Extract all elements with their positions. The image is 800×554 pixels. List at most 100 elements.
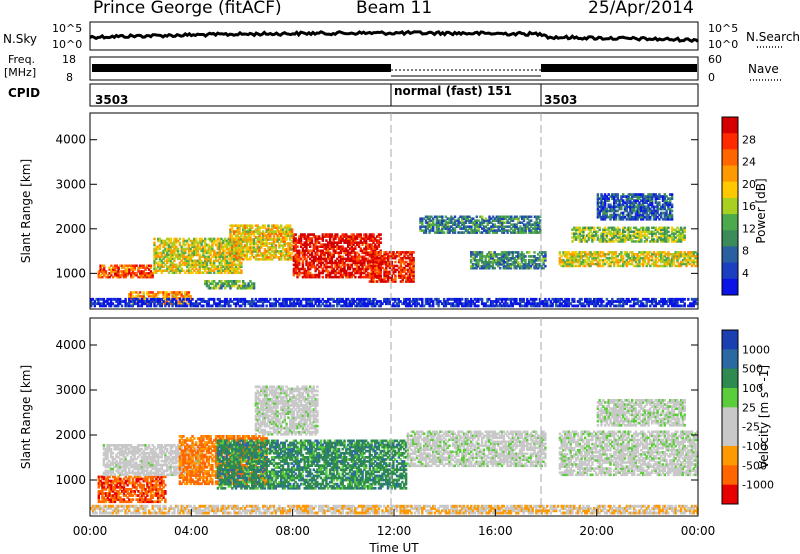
heat-cell xyxy=(587,228,590,231)
heat-cell xyxy=(565,260,569,264)
heat-cell xyxy=(175,296,178,300)
heat-cell xyxy=(370,239,373,242)
heat-cell xyxy=(166,259,169,263)
heat-cell xyxy=(196,241,200,245)
heat-cell xyxy=(520,253,524,256)
heat-cell xyxy=(676,255,679,258)
heat-cell xyxy=(243,250,247,253)
heat-cell xyxy=(216,259,220,263)
heat-cell xyxy=(131,272,135,275)
heat-cell xyxy=(162,261,165,265)
heat-cell xyxy=(576,258,580,262)
heat-cell xyxy=(506,219,509,222)
heat-cell xyxy=(598,213,601,217)
heat-cell xyxy=(439,229,442,232)
heat-cell xyxy=(623,236,627,239)
heat-cell xyxy=(622,199,625,202)
heat-cell xyxy=(164,291,167,294)
heat-cell xyxy=(310,275,314,279)
heat-cell xyxy=(690,251,694,254)
heat-cell xyxy=(158,255,162,259)
heat-cell xyxy=(600,207,603,211)
heat-cell xyxy=(493,253,496,256)
heat-cell xyxy=(399,260,403,264)
heat-cell xyxy=(522,263,525,266)
heat-cell xyxy=(632,236,636,239)
heat-cell xyxy=(654,232,657,235)
heat-cell xyxy=(167,295,171,298)
heat-cell xyxy=(663,240,666,243)
heat-cell xyxy=(477,263,480,266)
heat-cell xyxy=(251,230,254,233)
heat-cell xyxy=(287,256,290,259)
heat-cell xyxy=(502,215,506,219)
heat-cell xyxy=(294,265,297,269)
heat-cell xyxy=(365,243,368,246)
heat-cell xyxy=(327,235,330,238)
heat-cell xyxy=(613,260,616,264)
heat-cell xyxy=(198,267,201,270)
heat-cell xyxy=(632,234,636,237)
heat-cell xyxy=(379,256,382,260)
heat-cell xyxy=(399,272,403,275)
heat-cell xyxy=(285,242,288,245)
heat-cell xyxy=(506,215,509,219)
heat-cell xyxy=(654,264,657,268)
heat-cell xyxy=(274,232,277,235)
heat-cell xyxy=(629,236,632,239)
heat-cell xyxy=(600,251,603,254)
heat-cell xyxy=(616,230,619,233)
heat-cell xyxy=(656,238,659,241)
heat-cell xyxy=(631,258,634,262)
heat-cell xyxy=(189,239,192,243)
heat-cell xyxy=(233,254,236,257)
heat-cell xyxy=(155,261,158,265)
heat-cell xyxy=(236,259,239,263)
heat-cell xyxy=(405,251,408,254)
heat-cell xyxy=(368,276,372,279)
heat-cell xyxy=(298,237,301,240)
heat-cell xyxy=(356,265,359,269)
heat-cell xyxy=(238,224,241,227)
heat-cell xyxy=(142,291,145,294)
heat-cell xyxy=(147,272,151,275)
heat-cell xyxy=(223,265,227,268)
heat-cell xyxy=(122,270,126,273)
heat-cell xyxy=(602,207,605,211)
heat-cell xyxy=(185,239,189,243)
heat-cell xyxy=(607,193,610,196)
heat-cell xyxy=(158,265,162,268)
heat-cell xyxy=(354,257,357,261)
heat-cell xyxy=(370,270,373,274)
heat-cell xyxy=(121,272,124,275)
heat-cell xyxy=(271,238,274,241)
heat-cell xyxy=(345,275,348,279)
freq-label: Freq. xyxy=(8,53,36,66)
heat-cell xyxy=(602,236,605,239)
heat-cell xyxy=(477,264,480,268)
heat-cell xyxy=(339,271,343,275)
heat-cell xyxy=(410,274,413,277)
heat-cell xyxy=(631,253,634,256)
heat-cell xyxy=(508,229,511,232)
heat-cell xyxy=(611,256,614,260)
heat-cell xyxy=(589,251,592,254)
heat-cell xyxy=(175,249,178,253)
heat-cell xyxy=(471,251,475,254)
heat-cell xyxy=(540,264,543,268)
heat-cell xyxy=(632,226,636,230)
heat-cell xyxy=(607,253,610,256)
heat-cell xyxy=(403,266,406,270)
heat-cell xyxy=(665,234,668,237)
heat-cell xyxy=(530,223,533,226)
heat-cell xyxy=(683,236,686,239)
heat-cell xyxy=(638,228,641,231)
heat-cell xyxy=(479,257,482,260)
heat-cell xyxy=(185,247,189,251)
heat-cell xyxy=(489,257,493,260)
heat-cell xyxy=(303,253,306,257)
heat-cell xyxy=(191,241,194,245)
heat-cell xyxy=(220,267,223,270)
heat-cell xyxy=(537,263,540,266)
heat-cell xyxy=(441,221,444,224)
